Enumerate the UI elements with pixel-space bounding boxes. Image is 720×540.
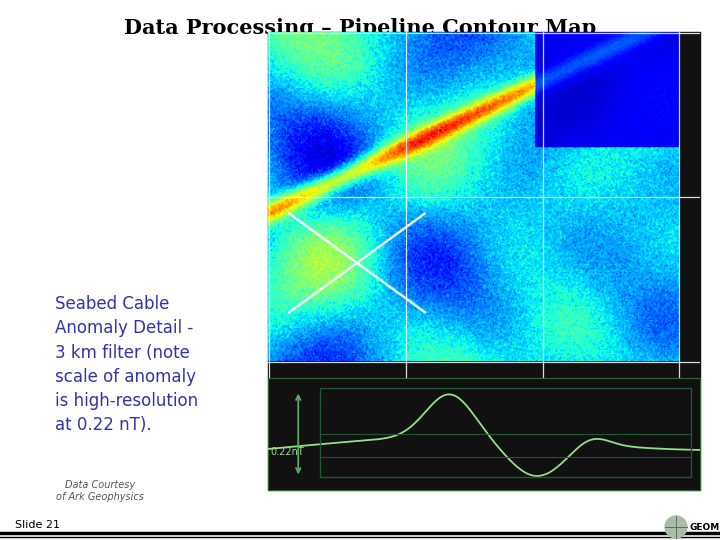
Text: GEOMETRICS: GEOMETRICS <box>690 523 720 531</box>
Bar <box>268 32 700 490</box>
Text: Slide 21: Slide 21 <box>15 520 60 530</box>
Bar <box>268 378 700 490</box>
Bar <box>320 388 691 477</box>
Text: Seabed Cable
Anomaly Detail -
3 km filter (note
scale of anomaly
is high-resolut: Seabed Cable Anomaly Detail - 3 km filte… <box>55 295 198 435</box>
Text: Data Courtesy
of Ark Geophysics: Data Courtesy of Ark Geophysics <box>56 480 144 502</box>
Text: 0.22nT: 0.22nT <box>270 447 304 457</box>
Circle shape <box>665 516 687 538</box>
Text: Data Processing – Pipeline Contour Map: Data Processing – Pipeline Contour Map <box>124 18 596 38</box>
